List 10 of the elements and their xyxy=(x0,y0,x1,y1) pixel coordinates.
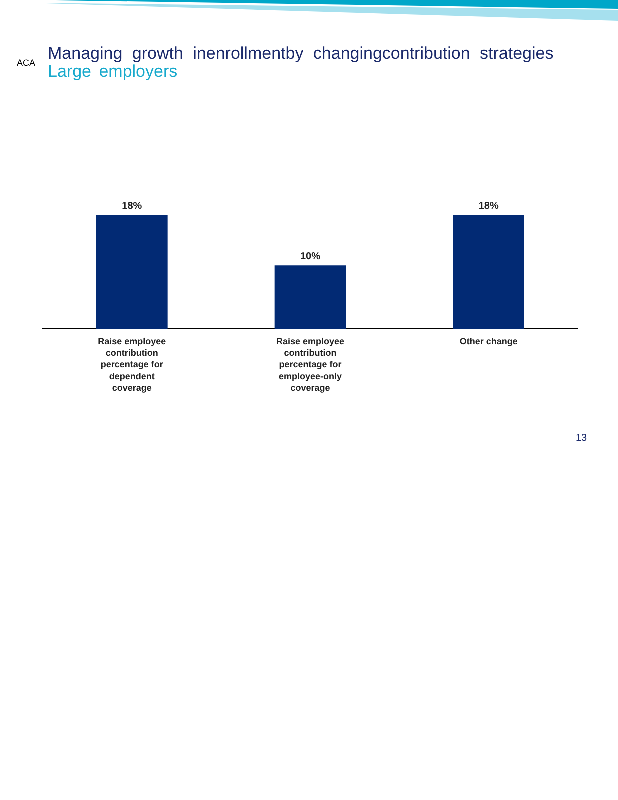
chart-subtitle: Large employers xyxy=(48,62,178,82)
x-tick-label: Other change xyxy=(460,336,518,346)
text: 13 xyxy=(576,433,588,444)
chart-title: Managing growth inenrollmentby changingcontribution strategies xyxy=(48,44,554,64)
text: ACA xyxy=(17,58,36,68)
data-label: 10% xyxy=(300,251,321,262)
data-label: 18% xyxy=(122,200,142,212)
x-tick-label: Raise employee contribution percentage for employee-only coverage xyxy=(276,336,345,394)
data-label: 18% xyxy=(478,200,499,212)
x-tick-label: Raise employee contribution percentage for dependent coverage xyxy=(98,336,166,394)
